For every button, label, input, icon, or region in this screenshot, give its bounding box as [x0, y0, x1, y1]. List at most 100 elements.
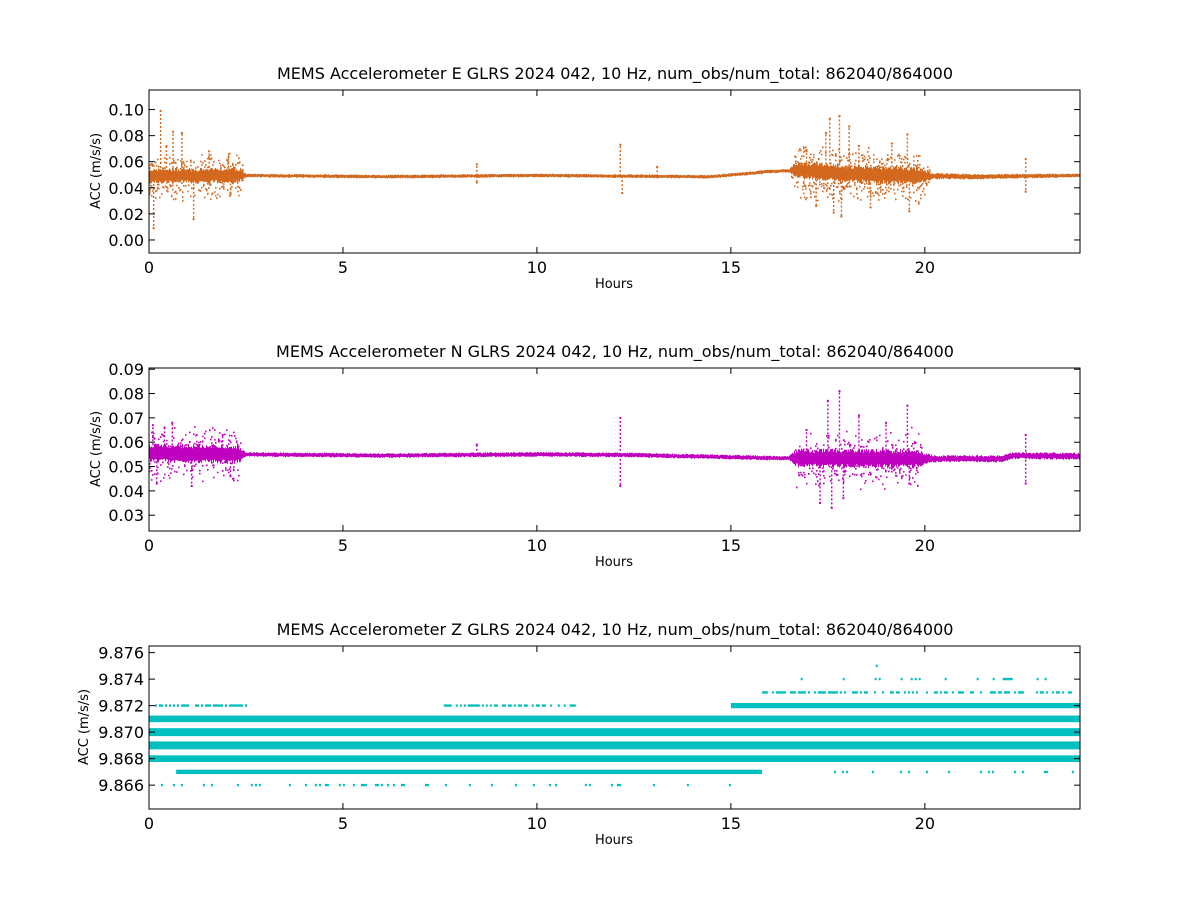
data-point — [1024, 158, 1027, 161]
panel-accelerometer-n: MEMS Accelerometer N GLRS 2024 042, 10 H… — [89, 342, 1081, 570]
y-tick-label: 0.09 — [108, 360, 144, 379]
data-point — [805, 148, 808, 151]
plot-frame — [148, 645, 1081, 810]
panel-accelerometer-z: MEMS Accelerometer Z GLRS 2024 042, 10 H… — [77, 620, 1081, 848]
quantized-level-band — [149, 741, 1080, 750]
data-point — [192, 218, 195, 221]
y-tick-label: 0.06 — [108, 153, 144, 172]
quantized-level-band — [149, 728, 1080, 737]
data-point — [180, 132, 183, 135]
x-tick-label: 5 — [338, 536, 348, 555]
data-point — [619, 484, 622, 487]
x-tick-label: 20 — [915, 258, 935, 277]
data-point — [815, 205, 818, 208]
data-point — [208, 150, 211, 153]
data-point — [857, 414, 860, 417]
data-point — [838, 390, 841, 393]
data-point — [906, 404, 909, 407]
data-point — [619, 416, 622, 419]
data-points — [148, 109, 1081, 230]
x-tick-label: 5 — [338, 814, 348, 833]
x-tick-label: 5 — [338, 258, 348, 277]
data-point — [152, 227, 155, 230]
quantized-level-points — [833, 770, 1074, 774]
data-point — [838, 115, 841, 118]
data-point — [824, 132, 827, 135]
data-point — [842, 497, 845, 500]
y-tick-label: 9.870 — [98, 723, 144, 742]
data-point — [906, 133, 909, 136]
data-point — [656, 165, 659, 168]
data-point — [155, 482, 158, 485]
y-tick-label: 9.874 — [98, 670, 144, 689]
data-points — [149, 664, 1080, 787]
quantized-level-band — [149, 715, 1080, 723]
y-axis-label: ACC (m/s/s) — [77, 689, 92, 765]
data-point — [857, 145, 860, 148]
data-point — [475, 443, 478, 446]
data-point — [229, 192, 232, 195]
y-tick-label: 0.04 — [108, 482, 144, 501]
x-tick-label: 20 — [915, 814, 935, 833]
x-tick-label: 20 — [915, 536, 935, 555]
chart-title: MEMS Accelerometer E GLRS 2024 042, 10 H… — [277, 64, 953, 84]
plot-frame — [148, 89, 1081, 254]
panel-accelerometer-e: MEMS Accelerometer E GLRS 2024 042, 10 H… — [89, 64, 1081, 292]
y-tick-label: 0.07 — [108, 409, 144, 428]
x-axis-label: Hours — [595, 833, 633, 848]
data-point — [908, 482, 911, 485]
y-tick-label: 9.866 — [98, 776, 144, 795]
data-point — [819, 502, 822, 505]
quantized-level-points — [160, 783, 731, 787]
x-tick-label: 0 — [144, 258, 154, 277]
y-tick-label: 0.00 — [108, 231, 144, 250]
axis-ticks: 0 5 10 15 20 0.00 0.02 0.04 0.06 0.08 0.10 — [108, 90, 1080, 277]
data-point — [1024, 433, 1027, 436]
y-tick-label: 0.04 — [108, 179, 144, 198]
data-point — [475, 163, 478, 166]
x-tick-label: 0 — [144, 536, 154, 555]
data-point — [885, 421, 888, 424]
data-point — [805, 429, 808, 432]
data-point — [828, 117, 831, 120]
data-point — [908, 210, 911, 213]
data-point — [190, 484, 193, 487]
x-tick-label: 10 — [527, 536, 547, 555]
quantized-level-points — [443, 704, 576, 707]
data-point — [227, 155, 230, 158]
data-point — [848, 125, 851, 128]
data-point — [890, 142, 893, 145]
axis-ticks: 0 5 10 15 20 0.03 0.04 0.05 0.06 0.07 0.08 0.09 — [108, 360, 1080, 555]
quantized-level-band — [149, 755, 1080, 762]
y-tick-label: 9.876 — [98, 644, 144, 663]
quantized-level-band — [176, 769, 762, 775]
x-axis-label: Hours — [595, 555, 633, 570]
data-point — [159, 109, 162, 112]
data-point — [172, 130, 175, 133]
x-tick-label: 15 — [721, 814, 741, 833]
quantized-level-points — [761, 691, 1072, 694]
data-point — [165, 145, 168, 148]
x-tick-label: 15 — [721, 536, 741, 555]
y-tick-label: 0.05 — [108, 458, 144, 477]
x-tick-label: 15 — [721, 258, 741, 277]
data-point — [826, 399, 829, 402]
data-point — [229, 475, 232, 478]
y-tick-label: 0.08 — [108, 385, 144, 404]
y-axis-label: ACC (m/s/s) — [89, 133, 104, 209]
x-axis-label: Hours — [595, 277, 633, 292]
x-tick-label: 10 — [527, 258, 547, 277]
quantized-level-points — [875, 664, 878, 668]
data-point — [619, 143, 622, 146]
x-tick-label: 10 — [527, 814, 547, 833]
data-point — [1024, 190, 1027, 193]
y-tick-label: 9.872 — [98, 697, 144, 716]
data-point — [163, 426, 166, 429]
axis-ticks: 0 5 10 15 20 9.866 9.868 9.870 9.872 9.874 9.876 — [98, 644, 1080, 833]
data-point — [156, 171, 159, 174]
data-point — [1024, 482, 1027, 485]
data-point — [830, 506, 833, 509]
plot-frame — [148, 367, 1081, 532]
y-tick-label: 0.08 — [108, 127, 144, 146]
